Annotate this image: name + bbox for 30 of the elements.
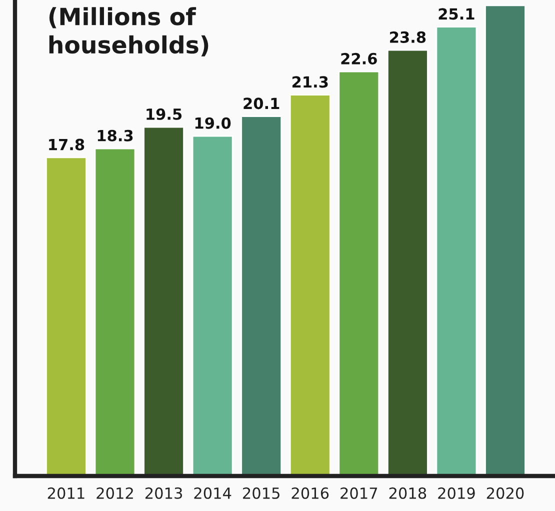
data-label: 20.1 (244, 98, 280, 110)
data-label: 22.6 (341, 52, 377, 64)
x-tick-label: 2020 (486, 487, 524, 499)
x-tick-label: 2015 (243, 487, 280, 499)
x-tick-label: 2011 (48, 487, 84, 499)
data-label: 21.3 (292, 76, 328, 88)
data-label: 23.8 (390, 31, 426, 43)
data-label: 19.0 (195, 117, 231, 129)
bar (436, 26, 478, 476)
x-tick-label: 2017 (340, 487, 378, 499)
x-tick-label: 2016 (292, 487, 329, 499)
data-label: 18.3 (98, 130, 133, 142)
bar (289, 94, 331, 476)
bar (46, 156, 87, 476)
bar (240, 116, 282, 476)
bar (386, 49, 428, 476)
data-label: 25.1 (438, 8, 474, 20)
x-tick-label: 2019 (438, 487, 475, 499)
bar (143, 126, 184, 476)
x-tick-label: 2013 (145, 487, 182, 499)
bar (192, 135, 234, 476)
x-tick-label: 2014 (194, 487, 232, 499)
bar (338, 70, 380, 476)
data-label: 19.5 (146, 108, 182, 120)
x-tick-label: 2012 (96, 487, 133, 499)
bar (484, 4, 526, 476)
x-tick-label: 2018 (389, 487, 426, 499)
data-label: 17.8 (49, 138, 84, 150)
bar (94, 148, 136, 476)
text: (Millions of households) (49, 7, 208, 56)
